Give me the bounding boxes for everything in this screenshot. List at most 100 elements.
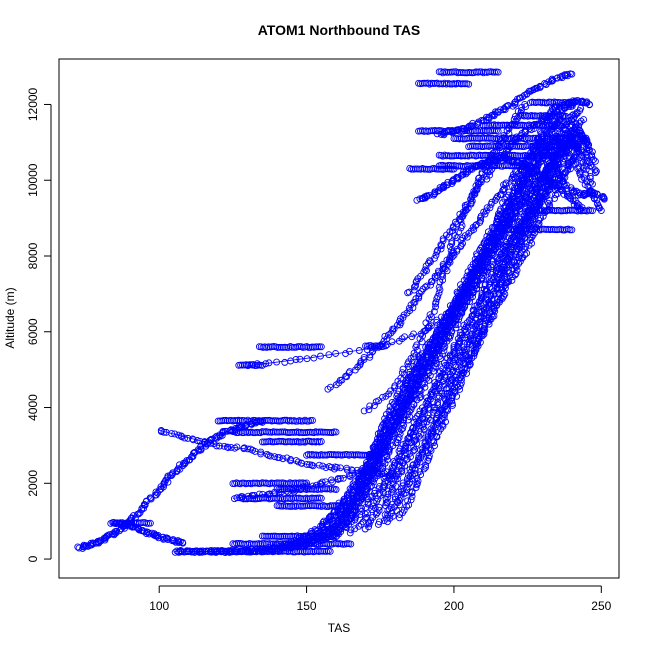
- data-point: [388, 338, 396, 346]
- data-point: [352, 512, 360, 520]
- data-point: [459, 170, 467, 178]
- data-point: [465, 80, 473, 88]
- data-point: [415, 290, 423, 297]
- data-point: [521, 251, 529, 259]
- data-point: [544, 163, 552, 171]
- data-point: [219, 428, 227, 435]
- profile-trace: [79, 420, 263, 549]
- data-point: [427, 281, 435, 289]
- data-point: [436, 184, 444, 192]
- data-point: [384, 456, 391, 464]
- data-point: [448, 253, 456, 261]
- data-point: [224, 444, 232, 452]
- chart-title: ATOM1 Northbound TAS: [258, 22, 421, 38]
- data-point: [448, 352, 456, 360]
- data-point: [304, 428, 312, 436]
- data-point: [430, 191, 438, 199]
- data-point: [339, 518, 346, 526]
- data-point: [582, 166, 590, 174]
- data-point: [410, 437, 418, 445]
- data-point: [355, 471, 363, 479]
- data-point: [490, 290, 498, 298]
- data-point: [262, 532, 270, 540]
- data-point: [482, 286, 490, 294]
- data-point: [562, 112, 570, 120]
- data-point: [388, 484, 396, 492]
- data-point: [477, 216, 485, 224]
- data-point: [435, 283, 443, 291]
- data-point: [105, 531, 113, 539]
- data-point: [549, 168, 557, 176]
- data-point: [544, 186, 552, 194]
- data-point: [413, 341, 421, 349]
- data-point: [433, 165, 441, 173]
- data-point: [384, 421, 392, 429]
- data-point: [366, 483, 374, 491]
- data-point: [365, 406, 373, 414]
- data-point: [273, 533, 281, 540]
- data-point: [296, 355, 304, 363]
- data-point: [461, 348, 469, 356]
- data-point: [273, 358, 281, 366]
- data-point: [517, 106, 525, 114]
- data-point: [401, 462, 409, 470]
- data-point: [147, 495, 155, 503]
- data-point: [193, 437, 201, 444]
- data-point: [303, 479, 311, 487]
- data-point: [405, 363, 412, 371]
- data-point: [477, 254, 485, 261]
- data-point: [556, 151, 564, 159]
- data-point: [277, 428, 285, 436]
- data-point: [413, 480, 421, 488]
- data-point: [310, 354, 318, 362]
- data-point: [450, 165, 458, 173]
- data-point: [488, 111, 496, 119]
- data-point: [271, 453, 279, 461]
- data-point: [375, 506, 383, 514]
- data-point: [310, 502, 318, 510]
- data-point: [198, 548, 206, 556]
- data-point: [580, 116, 588, 124]
- data-point: [290, 428, 298, 436]
- data-point: [265, 359, 273, 367]
- data-point: [369, 502, 377, 510]
- data-point: [358, 504, 365, 512]
- data-point: [162, 476, 170, 484]
- data-point: [445, 257, 453, 265]
- data-point: [381, 483, 389, 491]
- data-point: [275, 533, 283, 540]
- data-point: [361, 525, 369, 533]
- data-point: [189, 435, 197, 443]
- data-point: [590, 156, 597, 164]
- data-point: [379, 484, 387, 492]
- data-point: [152, 488, 160, 496]
- data-point: [400, 506, 408, 514]
- data-point: [426, 311, 434, 319]
- data-point: [346, 529, 354, 537]
- data-point: [489, 308, 497, 316]
- data-point: [345, 472, 353, 479]
- data-point: [365, 519, 373, 526]
- data-point: [421, 165, 428, 173]
- data-point: [317, 438, 325, 445]
- data-point: [480, 239, 488, 247]
- data-point: [435, 369, 443, 377]
- data-point: [434, 398, 442, 406]
- data-point: [412, 282, 420, 290]
- data-point: [508, 174, 516, 182]
- data-point: [424, 411, 432, 419]
- data-point: [519, 186, 527, 194]
- data-point: [393, 439, 401, 447]
- data-point: [571, 151, 579, 159]
- data-point: [451, 362, 459, 370]
- data-point: [294, 458, 302, 466]
- data-point: [587, 178, 595, 186]
- data-point: [304, 533, 312, 540]
- data-point: [580, 135, 588, 142]
- data-point: [522, 243, 530, 251]
- data-point: [422, 351, 430, 359]
- data-point: [469, 274, 477, 282]
- data-point: [512, 206, 520, 214]
- data-point: [189, 436, 197, 444]
